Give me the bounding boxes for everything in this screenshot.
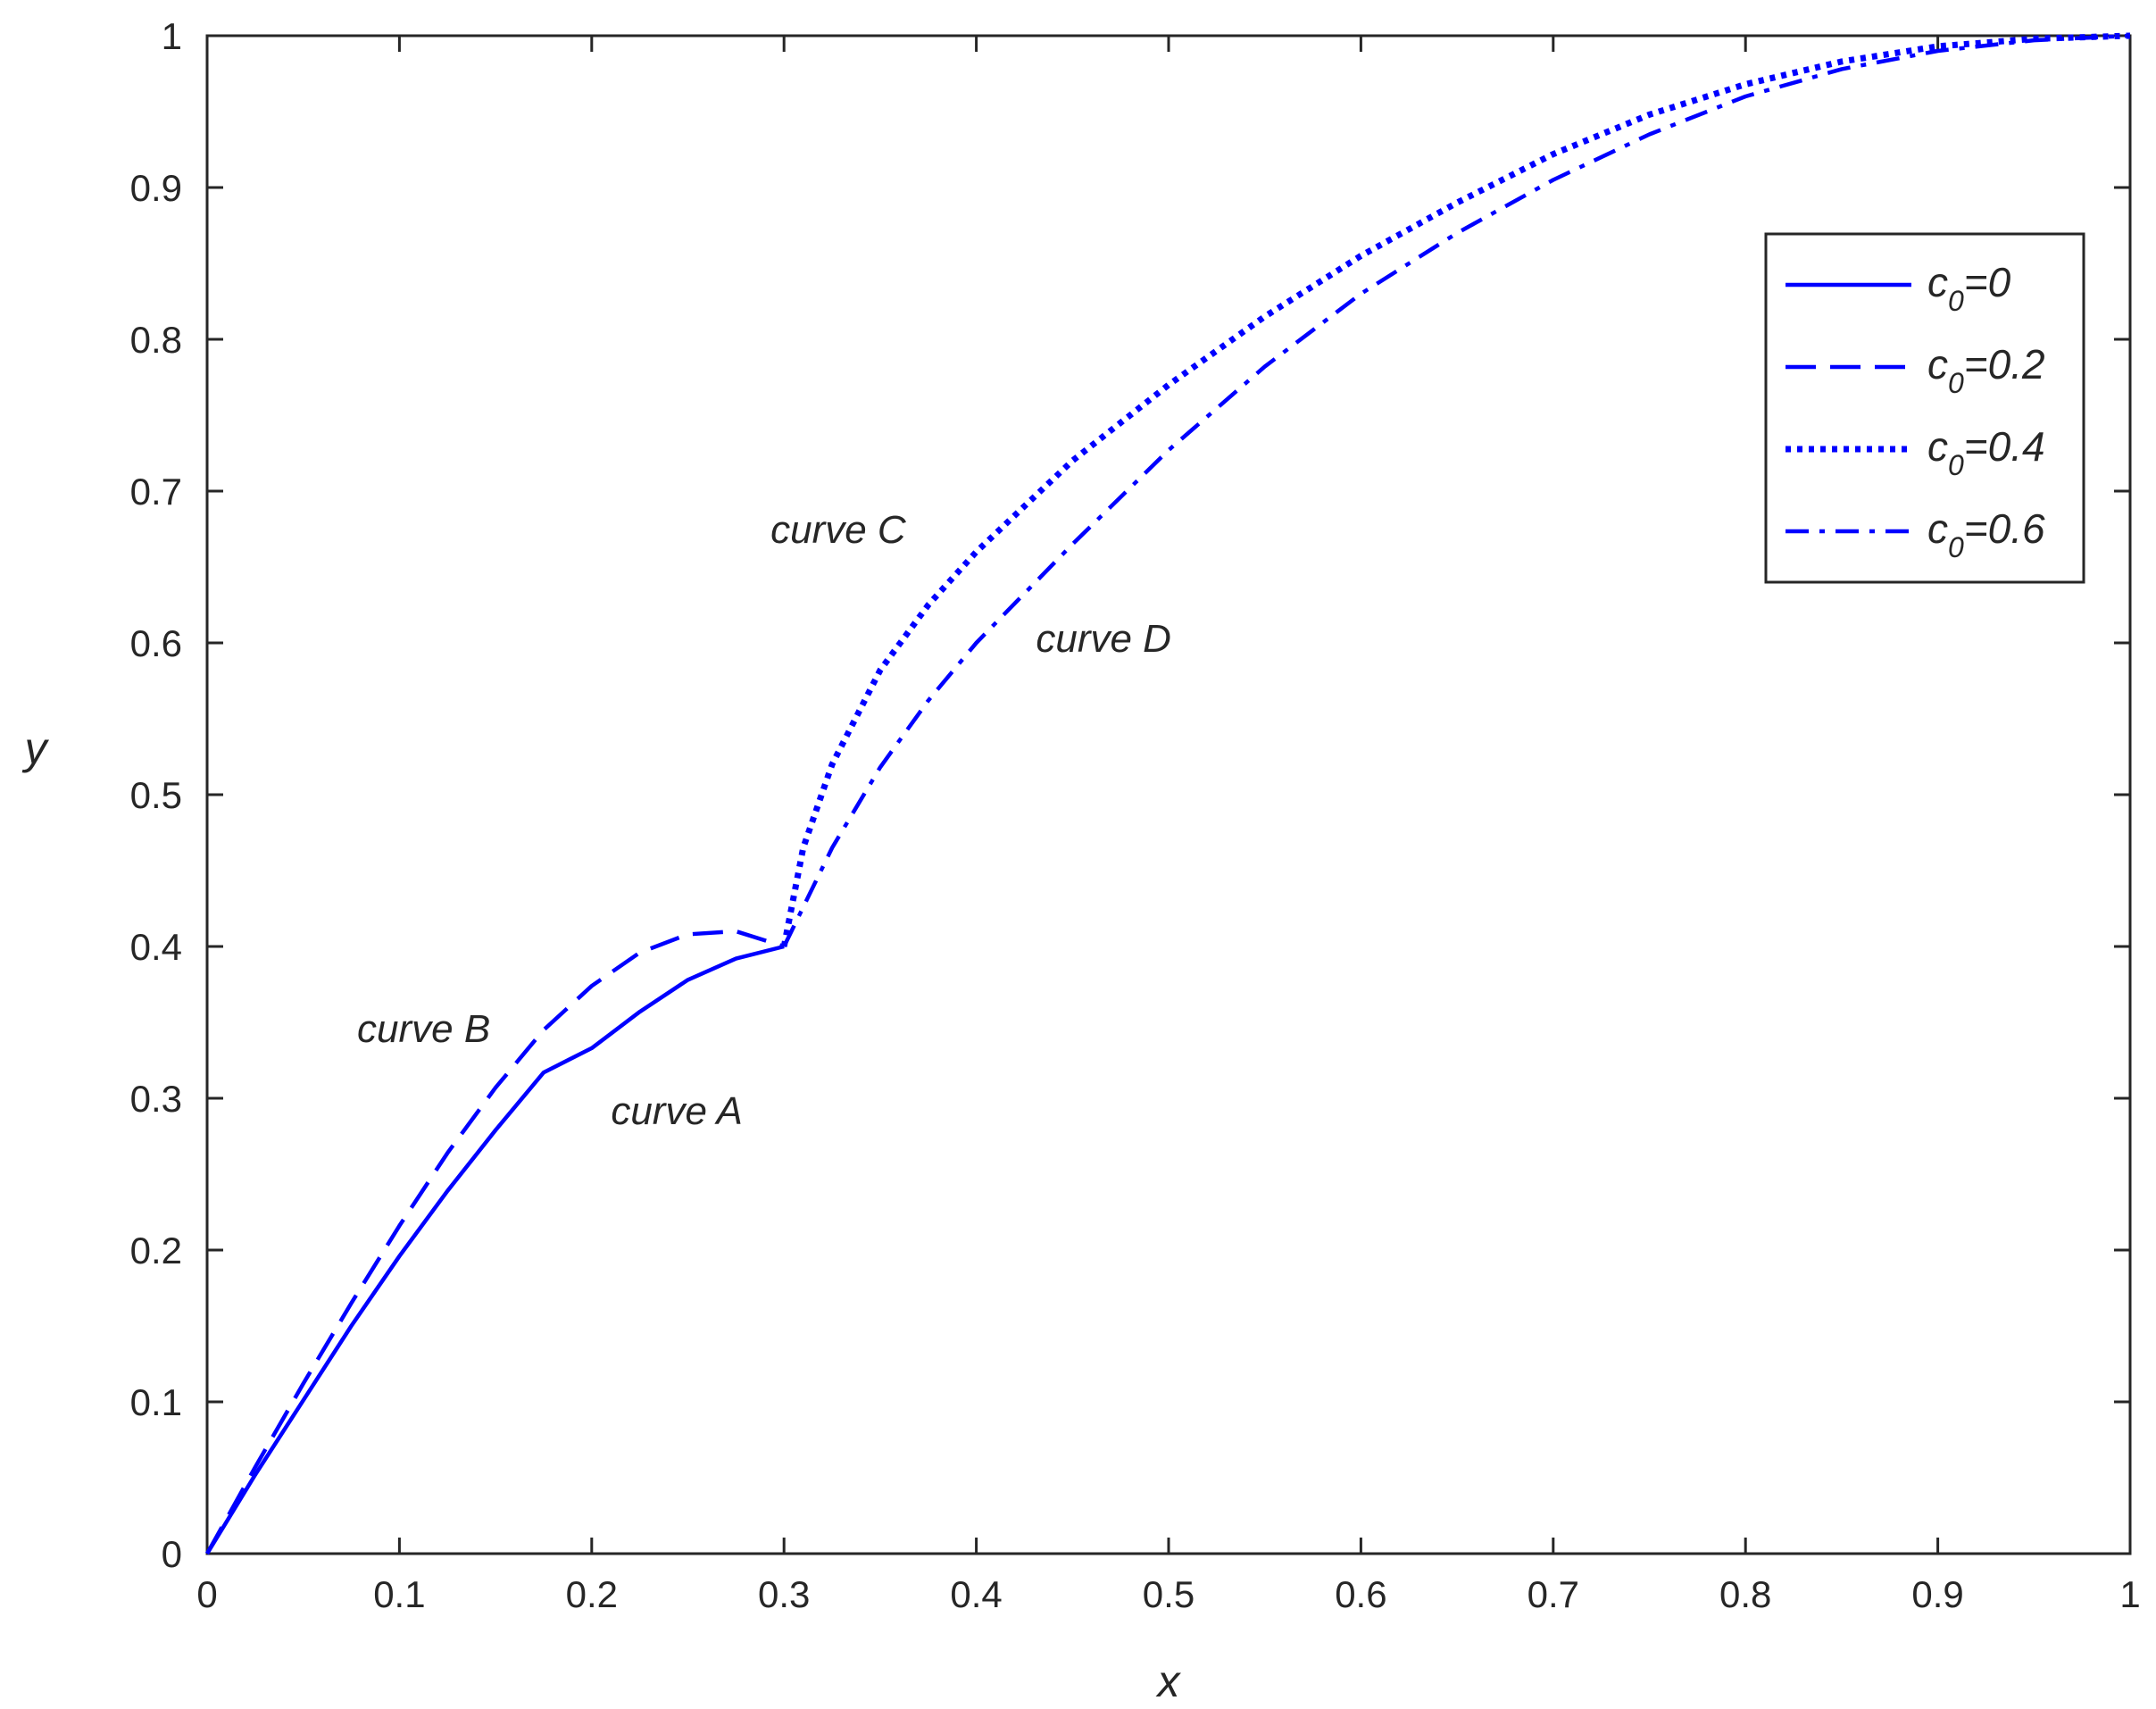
legend-base: c (1927, 259, 1948, 305)
y-tick-label: 0 (162, 1533, 182, 1575)
legend-box (1764, 232, 2085, 584)
y-tick-label: 0.9 (130, 167, 182, 209)
x-tick-label: 0.4 (950, 1573, 1002, 1615)
y-tick-label: 0.3 (130, 1078, 182, 1120)
x-tick-label: 0.9 (1911, 1573, 1963, 1615)
legend-entry-label: c0=0.6 (1927, 505, 2045, 563)
series-line-dashdot (782, 33, 2131, 947)
legend: c0=0c0=0.2c0=0.4c0=0.6 (1764, 232, 2085, 584)
series-layer (205, 32, 2131, 1555)
y-tick-label: 0.6 (130, 622, 182, 664)
legend-entry-label: c0=0.4 (1927, 423, 2045, 481)
series-line-solid (205, 944, 785, 1555)
curve-annotation: curve A (611, 1089, 743, 1133)
legend-value: =0.6 (1964, 505, 2045, 552)
y-axis-label: y (22, 723, 50, 773)
legend-base: c (1927, 423, 1948, 470)
curve-annotation: curve B (357, 1007, 490, 1051)
x-tick-label: 0.7 (1528, 1573, 1579, 1615)
legend-subscript: 0 (1948, 531, 1964, 563)
curve-annotation: curve C (770, 508, 907, 552)
x-tick-label: 0.1 (373, 1573, 425, 1615)
x-tick-label: 0.6 (1335, 1573, 1386, 1615)
x-tick-label: 1 (2119, 1573, 2140, 1615)
legend-subscript: 0 (1948, 449, 1964, 481)
axis-tick-labels: 0 0.1 0.2 0.3 0.4 0.5 0.6 0.7 0.8 0.9 1 0 0.1 0.2 0.3 0… (130, 15, 2141, 1615)
y-tick-label: 0.4 (130, 926, 182, 968)
x-axis-label: x (1156, 1656, 1182, 1706)
x-tick-label: 0.5 (1143, 1573, 1195, 1615)
curve-annotation: curve D (1036, 617, 1171, 661)
annotation-layer: curve A curve B curve C curve D (357, 508, 1171, 1133)
y-tick-label: 0.1 (130, 1381, 182, 1423)
legend-value: =0.2 (1964, 341, 2045, 388)
legend-entry-label: c0=0 (1927, 259, 2011, 317)
series-line-dashed (205, 929, 785, 1555)
y-tick-label: 1 (162, 15, 182, 57)
legend-base: c (1927, 505, 1948, 552)
legend-base: c (1927, 341, 1948, 388)
x-tick-label: 0.8 (1719, 1573, 1771, 1615)
legend-value: =0.4 (1964, 423, 2045, 470)
legend-subscript: 0 (1948, 367, 1964, 399)
axis-ticks (205, 34, 2132, 1555)
y-tick-label: 0.7 (130, 471, 182, 513)
y-tick-label: 0.2 (130, 1230, 182, 1271)
legend-entry-label: c0=0.2 (1927, 341, 2045, 399)
x-tick-label: 0 (196, 1573, 217, 1615)
x-tick-label: 0.3 (758, 1573, 810, 1615)
x-tick-label: 0.2 (566, 1573, 618, 1615)
legend-value: =0 (1964, 259, 2011, 305)
y-tick-label: 0.8 (130, 319, 182, 361)
y-tick-label: 0.5 (130, 774, 182, 816)
legend-subscript: 0 (1948, 285, 1964, 317)
